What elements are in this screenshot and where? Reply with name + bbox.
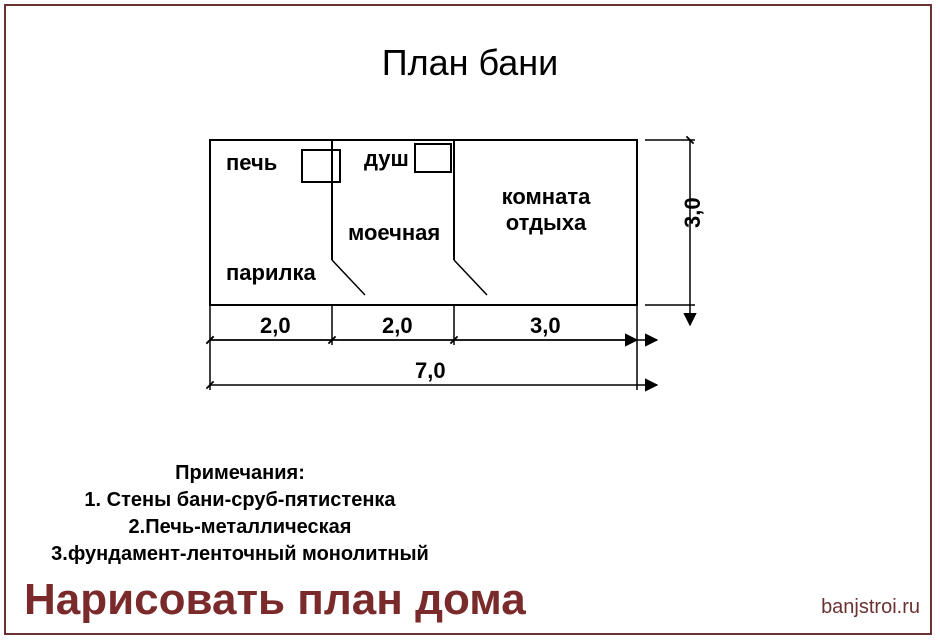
label-stove: печь bbox=[226, 150, 277, 175]
notes-block: Примечания: 1. Стены бани-сруб-пятистенк… bbox=[30, 460, 450, 568]
shower-box bbox=[415, 144, 451, 172]
dim-w1: 2,0 bbox=[260, 313, 291, 338]
label-room-2-line1: комната bbox=[502, 184, 591, 209]
dim-total-w: 7,0 bbox=[415, 358, 446, 383]
label-room-0: парилка bbox=[226, 260, 316, 285]
door-2-swing bbox=[454, 260, 487, 295]
notes-item-2: 3.фундамент-ленточный монолитный bbox=[30, 541, 450, 568]
watermark: banjstroi.ru bbox=[821, 596, 920, 619]
stove-box bbox=[302, 150, 340, 182]
notes-item-1: 2.Печь-металлическая bbox=[30, 514, 450, 541]
label-shower: душ bbox=[364, 146, 409, 171]
dim-h: 3,0 bbox=[680, 197, 705, 228]
page-title: План бани bbox=[0, 42, 940, 84]
headline: Нарисовать план дома bbox=[24, 575, 526, 625]
notes-heading: Примечания: bbox=[30, 460, 450, 487]
label-room-2-line2: отдыха bbox=[506, 210, 587, 235]
dim-w2: 2,0 bbox=[382, 313, 413, 338]
dim-w3: 3,0 bbox=[530, 313, 561, 338]
door-1-swing bbox=[332, 260, 365, 295]
label-room-1: моечная bbox=[348, 220, 440, 245]
floor-plan-svg: печь парилка душ моечная комната отдыха … bbox=[190, 130, 830, 450]
notes-item-0: 1. Стены бани-сруб-пятистенка bbox=[30, 487, 450, 514]
